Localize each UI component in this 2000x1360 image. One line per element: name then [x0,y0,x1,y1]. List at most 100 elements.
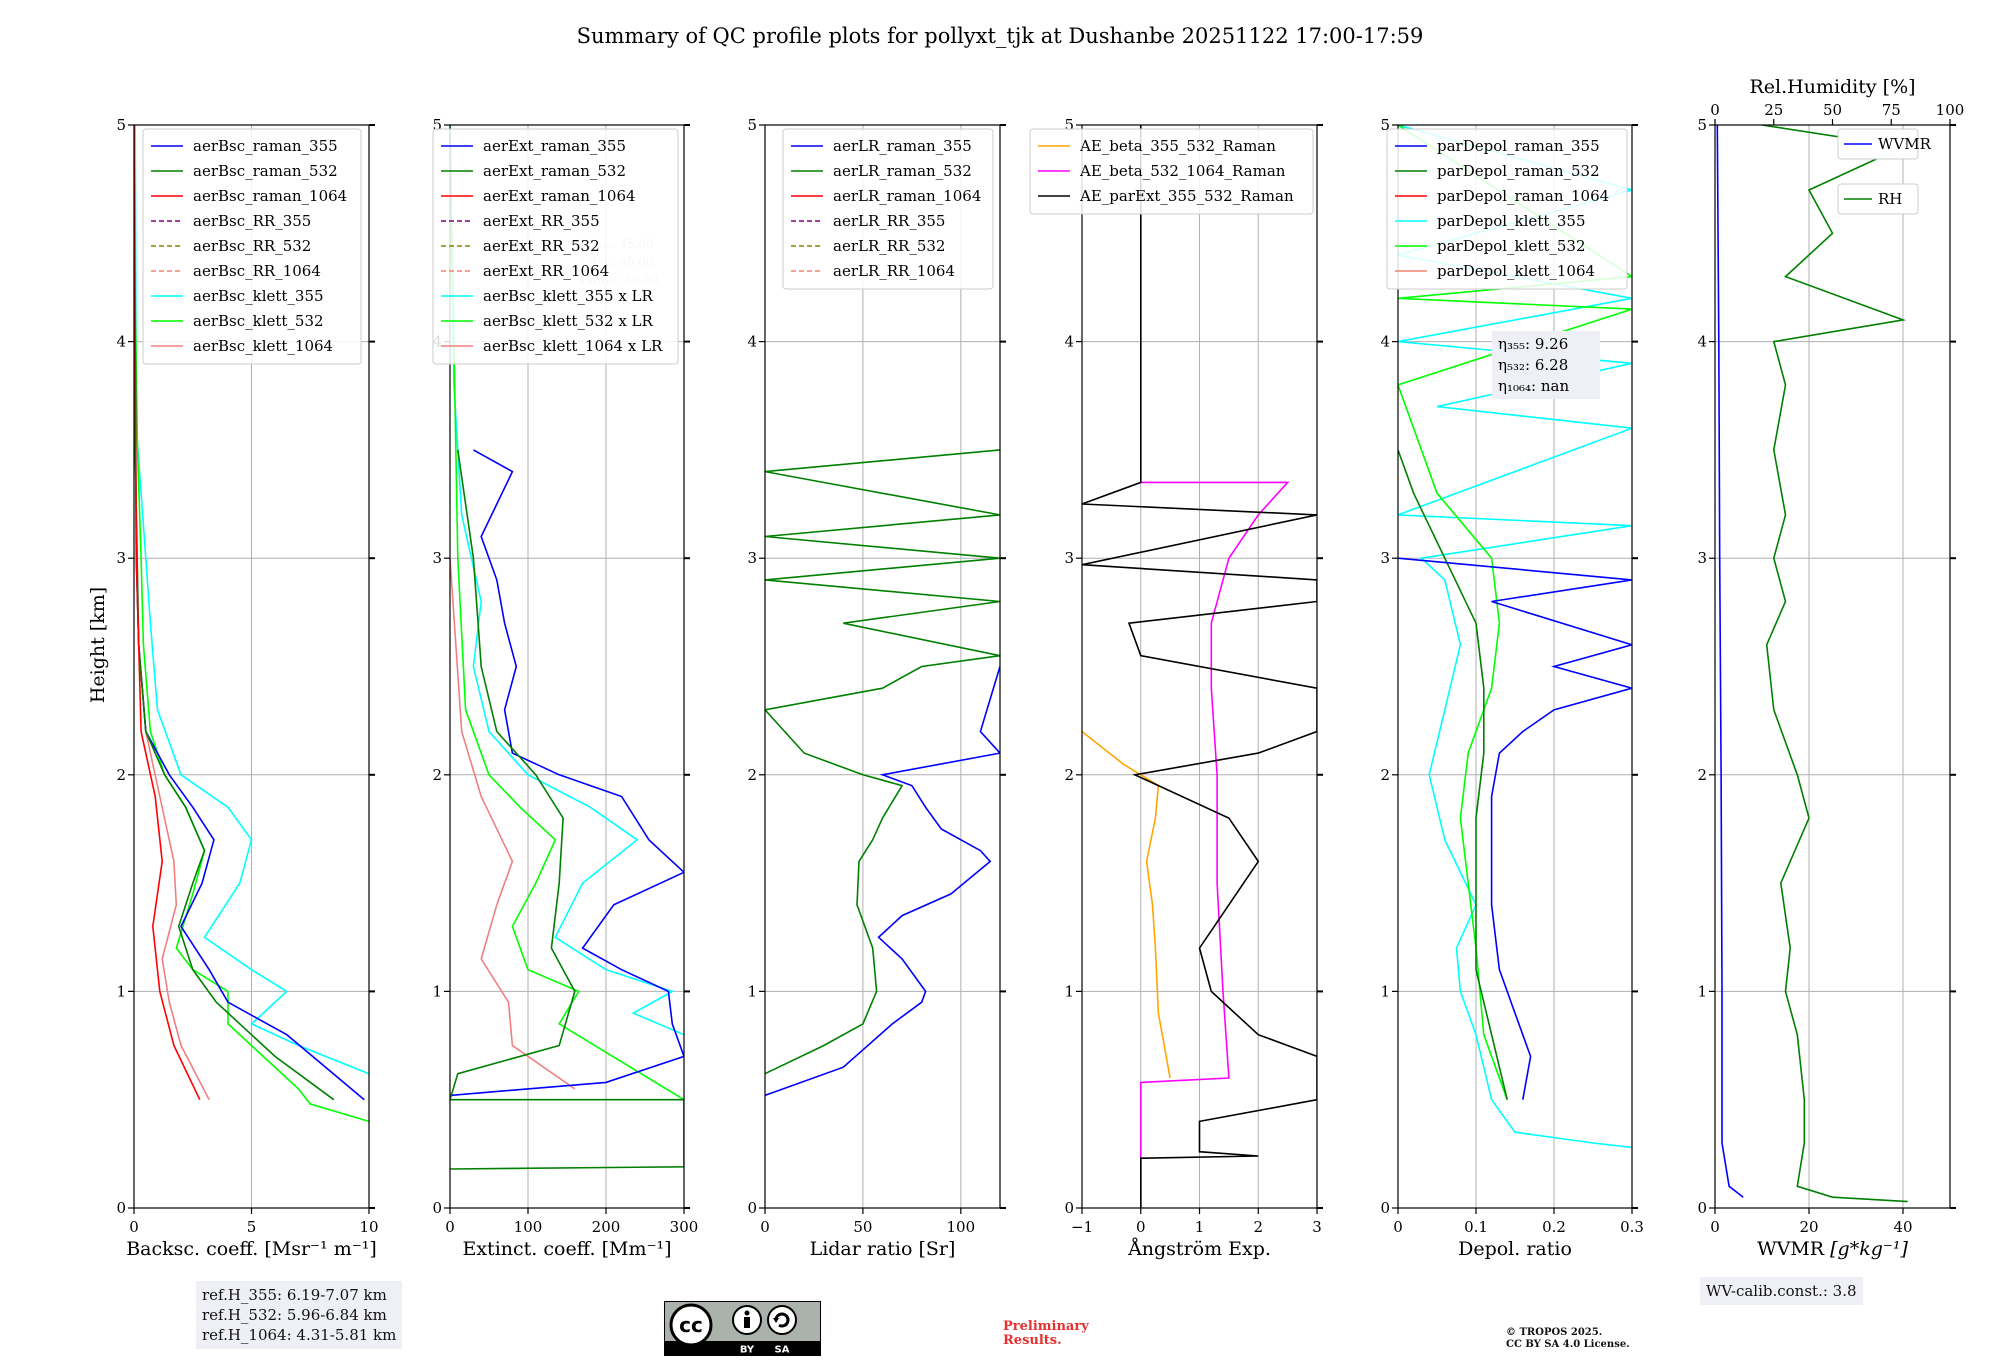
x-tick-label: 2 [1253,1218,1263,1236]
legend-label: aerLR_RR_532 [833,237,945,255]
legend-label: aerLR_raman_355 [833,137,972,155]
x-axis-label: WVMR [g*kg⁻¹] [1757,1238,1908,1260]
x-tick-label: 200 [592,1218,621,1236]
y-tick-label: 2 [1380,766,1390,784]
cc-logo-sa: SA [775,1345,790,1356]
ref-height-532: ref.H_532: 5.96-6.84 km [202,1306,387,1324]
legend-label: parDepol_raman_532 [1437,162,1600,180]
x-tick-label: 0 [129,1218,139,1236]
y-axis-label: Height [km] [87,587,109,703]
legend-label: aerBsc_raman_532 [193,162,338,180]
legend-label: aerLR_raman_1064 [833,187,981,205]
legend-box [1386,128,1628,290]
y-tick-label: 4 [1064,333,1074,351]
y-tick-label: 0 [116,1199,126,1217]
y-tick-label: 4 [747,333,757,351]
legend-label: aerExt_raman_532 [483,162,626,180]
x-axis-label: Depol. ratio [1458,1238,1572,1260]
y-tick-label: 0 [1064,1199,1074,1217]
series-line-aerLR_raman_532 [765,449,1000,1075]
x-tick-label: 0 [1393,1218,1403,1236]
y-tick-label: 2 [116,766,126,784]
y-tick-label: 3 [1697,549,1707,567]
legend-label: AE_beta_532_1064_Raman [1079,162,1286,180]
axes-frame [1714,124,1951,1209]
legend-label: WVMR [1878,135,1932,153]
y-tick-label: 3 [432,549,442,567]
series-line-aerBsc_raman_1064 [134,125,201,1101]
legend-label: aerBsc_klett_355 [193,287,324,305]
series-line-parDepol_raman_532 [1398,449,1508,1100]
ref-height-1064: ref.H_1064: 4.31-5.81 km [202,1326,397,1344]
legend-label: parDepol_klett_532 [1437,237,1586,255]
legend-label: aerLR_raman_532 [833,162,972,180]
y-tick-label: 1 [432,982,442,1000]
y-tick-label: 3 [1064,549,1074,567]
x-tick-label: 0.1 [1464,1218,1488,1236]
eta-annotation: η₃₅₅: 9.26 [1498,335,1568,353]
y-tick-label: 0 [432,1199,442,1217]
legend-label: aerBsc_raman_1064 [193,187,347,205]
chart-panel-5: 0 0.1 0.2 0.3 0 1 2 3 4 5 Depol. ratio parDepol_ram… [1380,116,1643,1260]
legend-label: parDepol_klett_1064 [1437,262,1595,280]
preliminary-line-1: Preliminary [1003,1319,1089,1334]
legend-label: aerBsc_klett_1064 x LR [483,337,663,355]
legend-label: AE_beta_355_532_Raman [1079,137,1276,155]
legend-label: aerBsc_klett_355 x LR [483,287,654,305]
chart-panel-1: 0 5 10 0 1 2 3 4 5 Backsc. coeff. [Msr⁻¹ m⁻¹] aerB… [116,116,378,1260]
x-tick-label: 0 [1136,1218,1146,1236]
chart-panel-3: 0 50 100 0 1 2 3 4 5 Lidar ratio [Sr] aerLR_raman_… [747,116,1006,1260]
legend-label: aerLR_RR_355 [833,212,945,230]
axes-frame [1397,124,1633,1209]
series-line-aerBsc_klett_355 [134,125,369,1075]
eta-annotation: η₅₃₂: 6.28 [1498,356,1568,374]
y-tick-label: 2 [747,766,757,784]
legend-label: aerExt_raman_355 [483,137,626,155]
y-tick-label: 4 [1697,333,1707,351]
x-axis-label-unit: [g*kg⁻¹] [1830,1238,1908,1260]
legend-label: aerExt_raman_1064 [483,187,636,205]
eta-annotation: η₁₀₆₄: nan [1498,377,1569,395]
x-tick-label: 50 [853,1218,872,1236]
y-tick-label: 2 [1064,766,1074,784]
legend-box [1837,128,1919,160]
series-line-aerBsc_klett_355 x LR [450,125,684,1036]
chart-panel-6: 0 20 40 0 1 2 3 4 5 WVMR [g*kg⁻¹] 0 25 50 75 100 Rel.Hu… [1697,76,1964,1260]
cc-logo-mark: cc [679,1313,703,1337]
y-tick-label: 1 [1064,982,1074,1000]
legend-label: aerBsc_klett_532 [193,312,324,330]
reference-height-box: ref.H_355: 6.19-7.07 km ref.H_532: 5.96-… [196,1281,403,1349]
legend-label: aerExt_RR_532 [483,237,600,255]
x-tick-label: 0.3 [1620,1218,1644,1236]
x-top-tick-label: 25 [1764,101,1783,119]
legend-label: aerBsc_klett_1064 [193,337,333,355]
copyright-line-2: CC BY SA 4.0 License. [1506,1339,1630,1350]
x-tick-label: 100 [514,1218,543,1236]
y-tick-label: 1 [116,982,126,1000]
x-tick-label: 20 [1799,1218,1818,1236]
legend-label: aerBsc_RR_1064 [193,262,321,280]
eta-annotation-box [1492,331,1600,399]
y-tick-label: 0 [747,1199,757,1217]
series-line-aerBsc_raman_355 [134,341,365,1101]
preliminary-line-2: Results. [1003,1333,1062,1348]
x-tick-label: 10 [359,1218,378,1236]
cc-logo-by: BY [740,1345,755,1356]
legend-box [1029,128,1314,215]
y-tick-label: 0 [1380,1199,1390,1217]
series-line-RH [1761,125,1908,1203]
axes-frame [449,124,685,1209]
copyright-note: © TROPOS 2025. CC BY SA 4.0 License. [1506,1327,1630,1351]
legend-label: aerBsc_RR_355 [193,212,311,230]
y-tick-label: 5 [116,116,126,134]
y-tick-label: 3 [747,549,757,567]
wv-calibration-box: WV-calib.const.: 3.8 [1700,1277,1863,1305]
legend-label: parDepol_raman_355 [1437,137,1600,155]
y-tick-label: 1 [747,982,757,1000]
x-axis-label: Backsc. coeff. [Msr⁻¹ m⁻¹] [126,1238,377,1260]
series-line-AE_beta_355_532_Raman [1082,730,1171,1079]
series-line-aerBsc_klett_532 x LR [450,125,684,1101]
legend-box [782,128,994,290]
copyright-line-1: © TROPOS 2025. [1506,1327,1603,1338]
legend-label: aerExt_RR_1064 [483,262,609,280]
